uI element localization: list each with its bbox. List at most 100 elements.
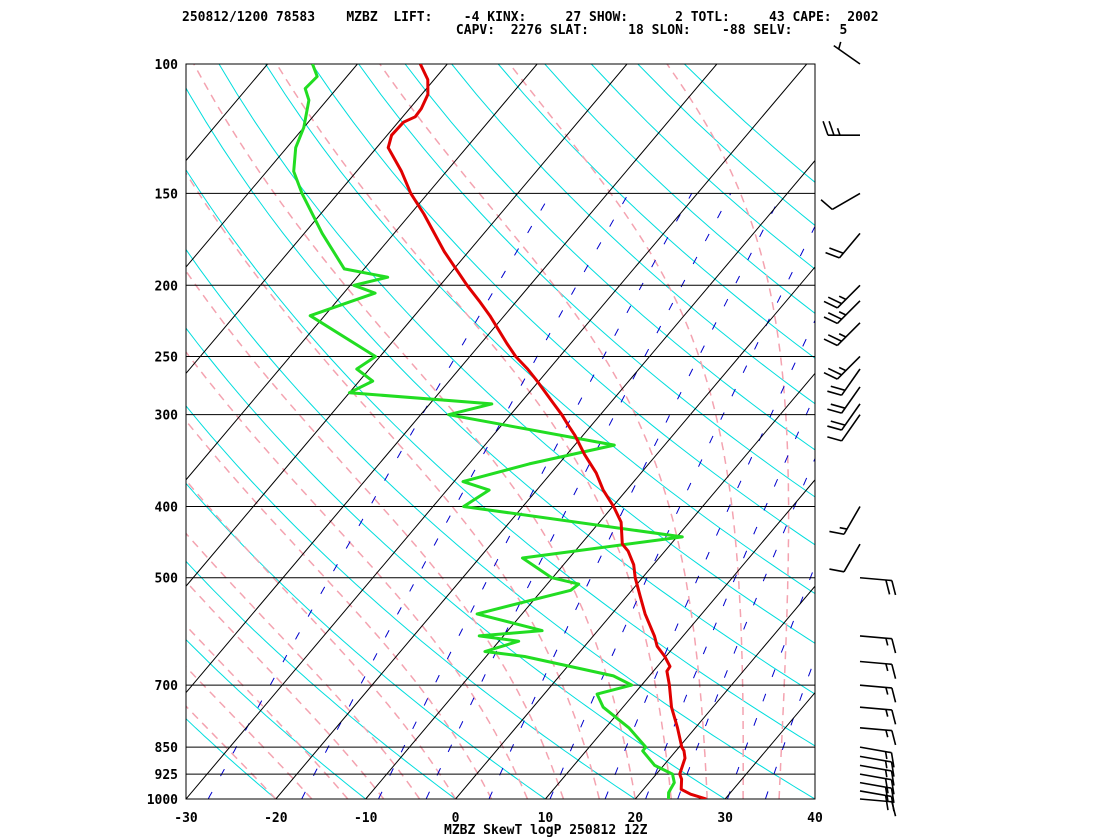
isotherm-line <box>186 64 538 481</box>
wind-barb <box>823 284 861 309</box>
dry-adiabat-line <box>497 64 815 359</box>
temperature-axis-labels: -30 -20 -10 0 10 20 30 40 <box>174 811 823 826</box>
pressure-tick-label: 500 <box>155 572 179 587</box>
wind-barb <box>859 746 895 768</box>
dry-adiabat-line <box>451 64 815 405</box>
wind-barb <box>823 322 861 347</box>
isotherms <box>0 64 1120 799</box>
moist-adiabat-line <box>186 350 529 799</box>
moist-adiabat-line <box>193 64 637 799</box>
wind-barb <box>825 232 861 259</box>
wind-barb <box>859 706 897 725</box>
dewpoint-profile-line <box>292 64 684 799</box>
pressure-tick-label: 925 <box>155 768 178 783</box>
temperature-tick-label: -30 <box>174 811 198 826</box>
plot-frame <box>185 63 816 800</box>
wind-barbs <box>820 41 897 817</box>
dry-adiabat-line <box>186 169 815 747</box>
mixing-ratio-lines <box>207 193 815 799</box>
temperature-tick-label: -10 <box>354 811 378 826</box>
isotherm-line <box>365 266 815 799</box>
moist-adiabat-line <box>186 580 385 799</box>
wind-barb <box>820 192 861 211</box>
dry-adiabat-line <box>0 64 96 799</box>
moist-adiabat-line <box>186 479 457 799</box>
wind-barb <box>859 660 897 679</box>
wind-barb <box>859 773 895 795</box>
wind-barb <box>859 755 895 777</box>
isotherm-line <box>186 64 358 268</box>
mixing-ratio-line <box>677 457 815 799</box>
temperature-tick-label: 10 <box>538 811 554 826</box>
wind-barb <box>829 506 861 536</box>
isotherm-line <box>455 372 815 799</box>
wind-barb <box>833 41 861 65</box>
mixing-ratio-line <box>726 564 815 799</box>
isotherm-line <box>275 159 815 799</box>
pressure-tick-label: 400 <box>155 501 179 516</box>
dry-adiabat-line <box>186 638 367 799</box>
temperature-tick-label: 40 <box>807 811 823 826</box>
mixing-ratio-line <box>604 319 815 799</box>
header-line-1: 250812/1200 78583 MZBZ LIFT: -4 KINX: 27… <box>182 10 879 25</box>
isotherm-line <box>0 64 88 799</box>
mixing-ratio-line <box>301 193 629 799</box>
temperature-tick-label: 0 <box>452 811 460 826</box>
isotherm-line <box>186 64 628 587</box>
wind-barb <box>859 726 897 746</box>
dry-adiabat-line <box>358 64 815 498</box>
wind-barb <box>822 120 860 137</box>
temperature-tick-label: 20 <box>627 811 643 826</box>
pressure-axis-labels: 100 150 200 250 300 400 500 700 850 925 1000 <box>147 58 178 808</box>
wind-barb <box>859 576 897 596</box>
pressure-tick-label: 850 <box>155 741 179 756</box>
wind-barb <box>827 368 861 396</box>
isotherm-line <box>0 64 178 799</box>
chart-caption: MZBZ SkewT logP 250812 12Z <box>444 823 648 838</box>
dry-adiabat-line <box>404 64 815 451</box>
moist-adiabat-line <box>186 419 493 799</box>
pressure-tick-label: 150 <box>155 187 179 202</box>
mixing-ratio-line <box>645 393 815 799</box>
wind-barb <box>859 764 895 786</box>
wind-barb <box>823 300 861 325</box>
wind-barb <box>823 355 861 380</box>
mixing-ratio-line <box>207 193 552 799</box>
mixing-ratio-line <box>549 225 815 799</box>
isobars <box>186 63 815 800</box>
dry-adiabat-line <box>311 64 815 546</box>
moist-adiabats <box>186 64 815 799</box>
isotherm-line <box>186 64 808 799</box>
profiles <box>292 64 707 799</box>
wind-barb <box>829 543 861 573</box>
mixing-ratio-line <box>488 193 783 799</box>
isotherm-line <box>186 64 718 694</box>
wind-barb <box>827 386 861 414</box>
temperature-tick-label: 30 <box>717 811 733 826</box>
dry-adiabat-line <box>0 64 6 799</box>
mixing-ratio-line <box>425 193 732 799</box>
wind-barb <box>859 798 897 817</box>
pressure-tick-label: 1000 <box>147 793 178 808</box>
isotherm-line <box>724 691 815 799</box>
dry-adiabat-line <box>544 64 815 315</box>
temperature-tick-label: -20 <box>264 811 288 826</box>
isotherm-line <box>905 64 1120 799</box>
wind-barb <box>827 414 861 442</box>
moist-adiabat-line <box>186 532 421 799</box>
dry-adiabat-line <box>186 718 277 799</box>
moist-adiabat-line <box>814 790 815 799</box>
pressure-tick-label: 100 <box>155 58 179 73</box>
dry-adiabat-line <box>637 64 815 227</box>
wind-barb <box>859 635 897 654</box>
header-line-2: CAPV: 2276 SLAT: 18 SLON: -88 SELV: 5 <box>182 23 848 38</box>
moist-adiabat-line <box>186 705 277 799</box>
temperature-profile-line <box>386 64 707 799</box>
pressure-tick-label: 700 <box>155 679 179 694</box>
pressure-tick-label: 300 <box>155 409 179 424</box>
isotherm-line <box>545 479 815 799</box>
isotherm-line <box>814 798 815 799</box>
pressure-tick-label: 250 <box>155 350 179 365</box>
moist-adiabat-line <box>186 171 601 799</box>
